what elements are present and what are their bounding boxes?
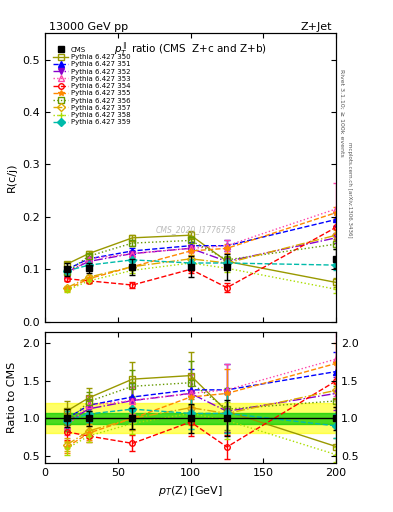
Text: CMS_2020_I1776758: CMS_2020_I1776758: [156, 225, 237, 234]
Legend: CMS, Pythia 6.427 350, Pythia 6.427 351, Pythia 6.427 352, Pythia 6.427 353, Pyt: CMS, Pythia 6.427 350, Pythia 6.427 351,…: [51, 46, 132, 126]
Text: Z+Jet: Z+Jet: [301, 22, 332, 32]
X-axis label: $p_T$(Z) [GeV]: $p_T$(Z) [GeV]: [158, 484, 223, 498]
Text: 13000 GeV pp: 13000 GeV pp: [49, 22, 128, 32]
Bar: [45, 403, 336, 433]
Y-axis label: R(c/j): R(c/j): [7, 163, 17, 193]
Bar: [45, 413, 336, 423]
Text: Rivet 3.1.10; ≥ 100k events: Rivet 3.1.10; ≥ 100k events: [339, 69, 344, 157]
Text: mcplots.cern.ch [arXiv:1306.3436]: mcplots.cern.ch [arXiv:1306.3436]: [347, 142, 352, 237]
Y-axis label: Ratio to CMS: Ratio to CMS: [7, 362, 17, 434]
Text: $p_T^{\parallel}$ ratio (CMS  Z+c and Z+b): $p_T^{\parallel}$ ratio (CMS Z+c and Z+b…: [114, 40, 267, 58]
